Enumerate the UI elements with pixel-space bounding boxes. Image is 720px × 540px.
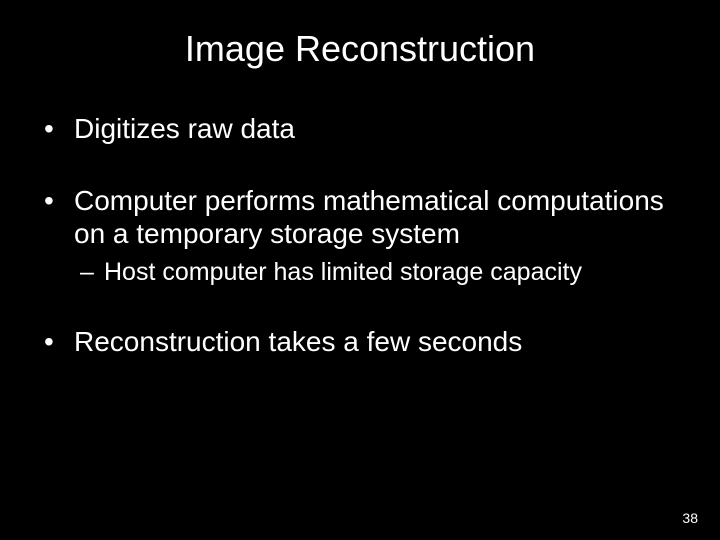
bullet-icon: • (44, 112, 74, 146)
bullet-item: • Computer performs mathematical computa… (44, 184, 680, 251)
bullet-text: Computer performs mathematical computati… (74, 184, 680, 251)
bullet-icon: • (44, 325, 74, 359)
bullet-text: Reconstruction takes a few seconds (74, 325, 680, 359)
sub-bullet-item: – Host computer has limited storage capa… (44, 257, 680, 287)
bullet-item: • Reconstruction takes a few seconds (44, 325, 680, 359)
slide-content: • Digitizes raw data • Computer performs… (40, 112, 680, 358)
sub-bullet-text: Host computer has limited storage capaci… (104, 257, 680, 287)
bullet-icon: • (44, 184, 74, 251)
bullet-item: • Digitizes raw data (44, 112, 680, 146)
slide-title: Image Reconstruction (40, 28, 680, 70)
dash-icon: – (80, 257, 104, 287)
page-number: 38 (682, 510, 698, 526)
bullet-text: Digitizes raw data (74, 112, 680, 146)
slide: Image Reconstruction • Digitizes raw dat… (0, 0, 720, 540)
